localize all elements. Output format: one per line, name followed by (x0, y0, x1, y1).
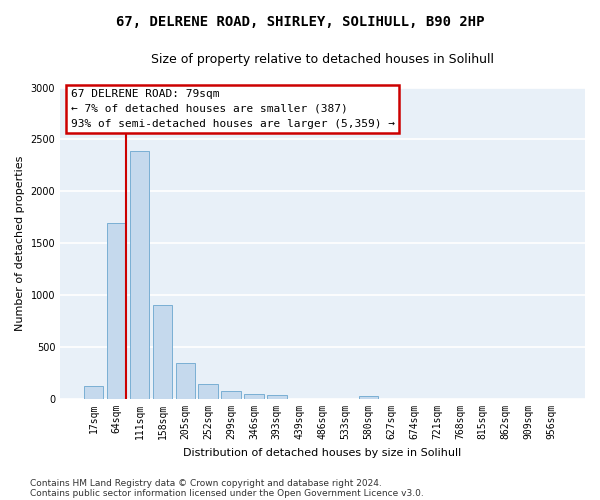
Bar (84, 386, 103, 399)
Bar (199, 384, 218, 399)
Bar (221, 390, 241, 399)
Text: 67, DELRENE ROAD, SHIRLEY, SOLIHULL, B90 2HP: 67, DELRENE ROAD, SHIRLEY, SOLIHULL, B90… (116, 15, 484, 29)
Bar (176, 363, 195, 399)
Bar (107, 222, 127, 399)
Title: Size of property relative to detached houses in Solihull: Size of property relative to detached ho… (151, 52, 494, 66)
Text: 67 DELRENE ROAD: 79sqm
← 7% of detached houses are smaller (387)
93% of semi-det: 67 DELRENE ROAD: 79sqm ← 7% of detached … (71, 89, 395, 128)
Text: Contains HM Land Registry data © Crown copyright and database right 2024.: Contains HM Land Registry data © Crown c… (30, 478, 382, 488)
Bar (130, 151, 149, 399)
Y-axis label: Number of detached properties: Number of detached properties (15, 156, 25, 331)
Bar (152, 304, 172, 399)
X-axis label: Distribution of detached houses by size in Solihull: Distribution of detached houses by size … (184, 448, 462, 458)
Bar (267, 395, 287, 399)
Bar (359, 396, 378, 399)
Bar (244, 394, 263, 399)
Text: Contains public sector information licensed under the Open Government Licence v3: Contains public sector information licen… (30, 488, 424, 498)
